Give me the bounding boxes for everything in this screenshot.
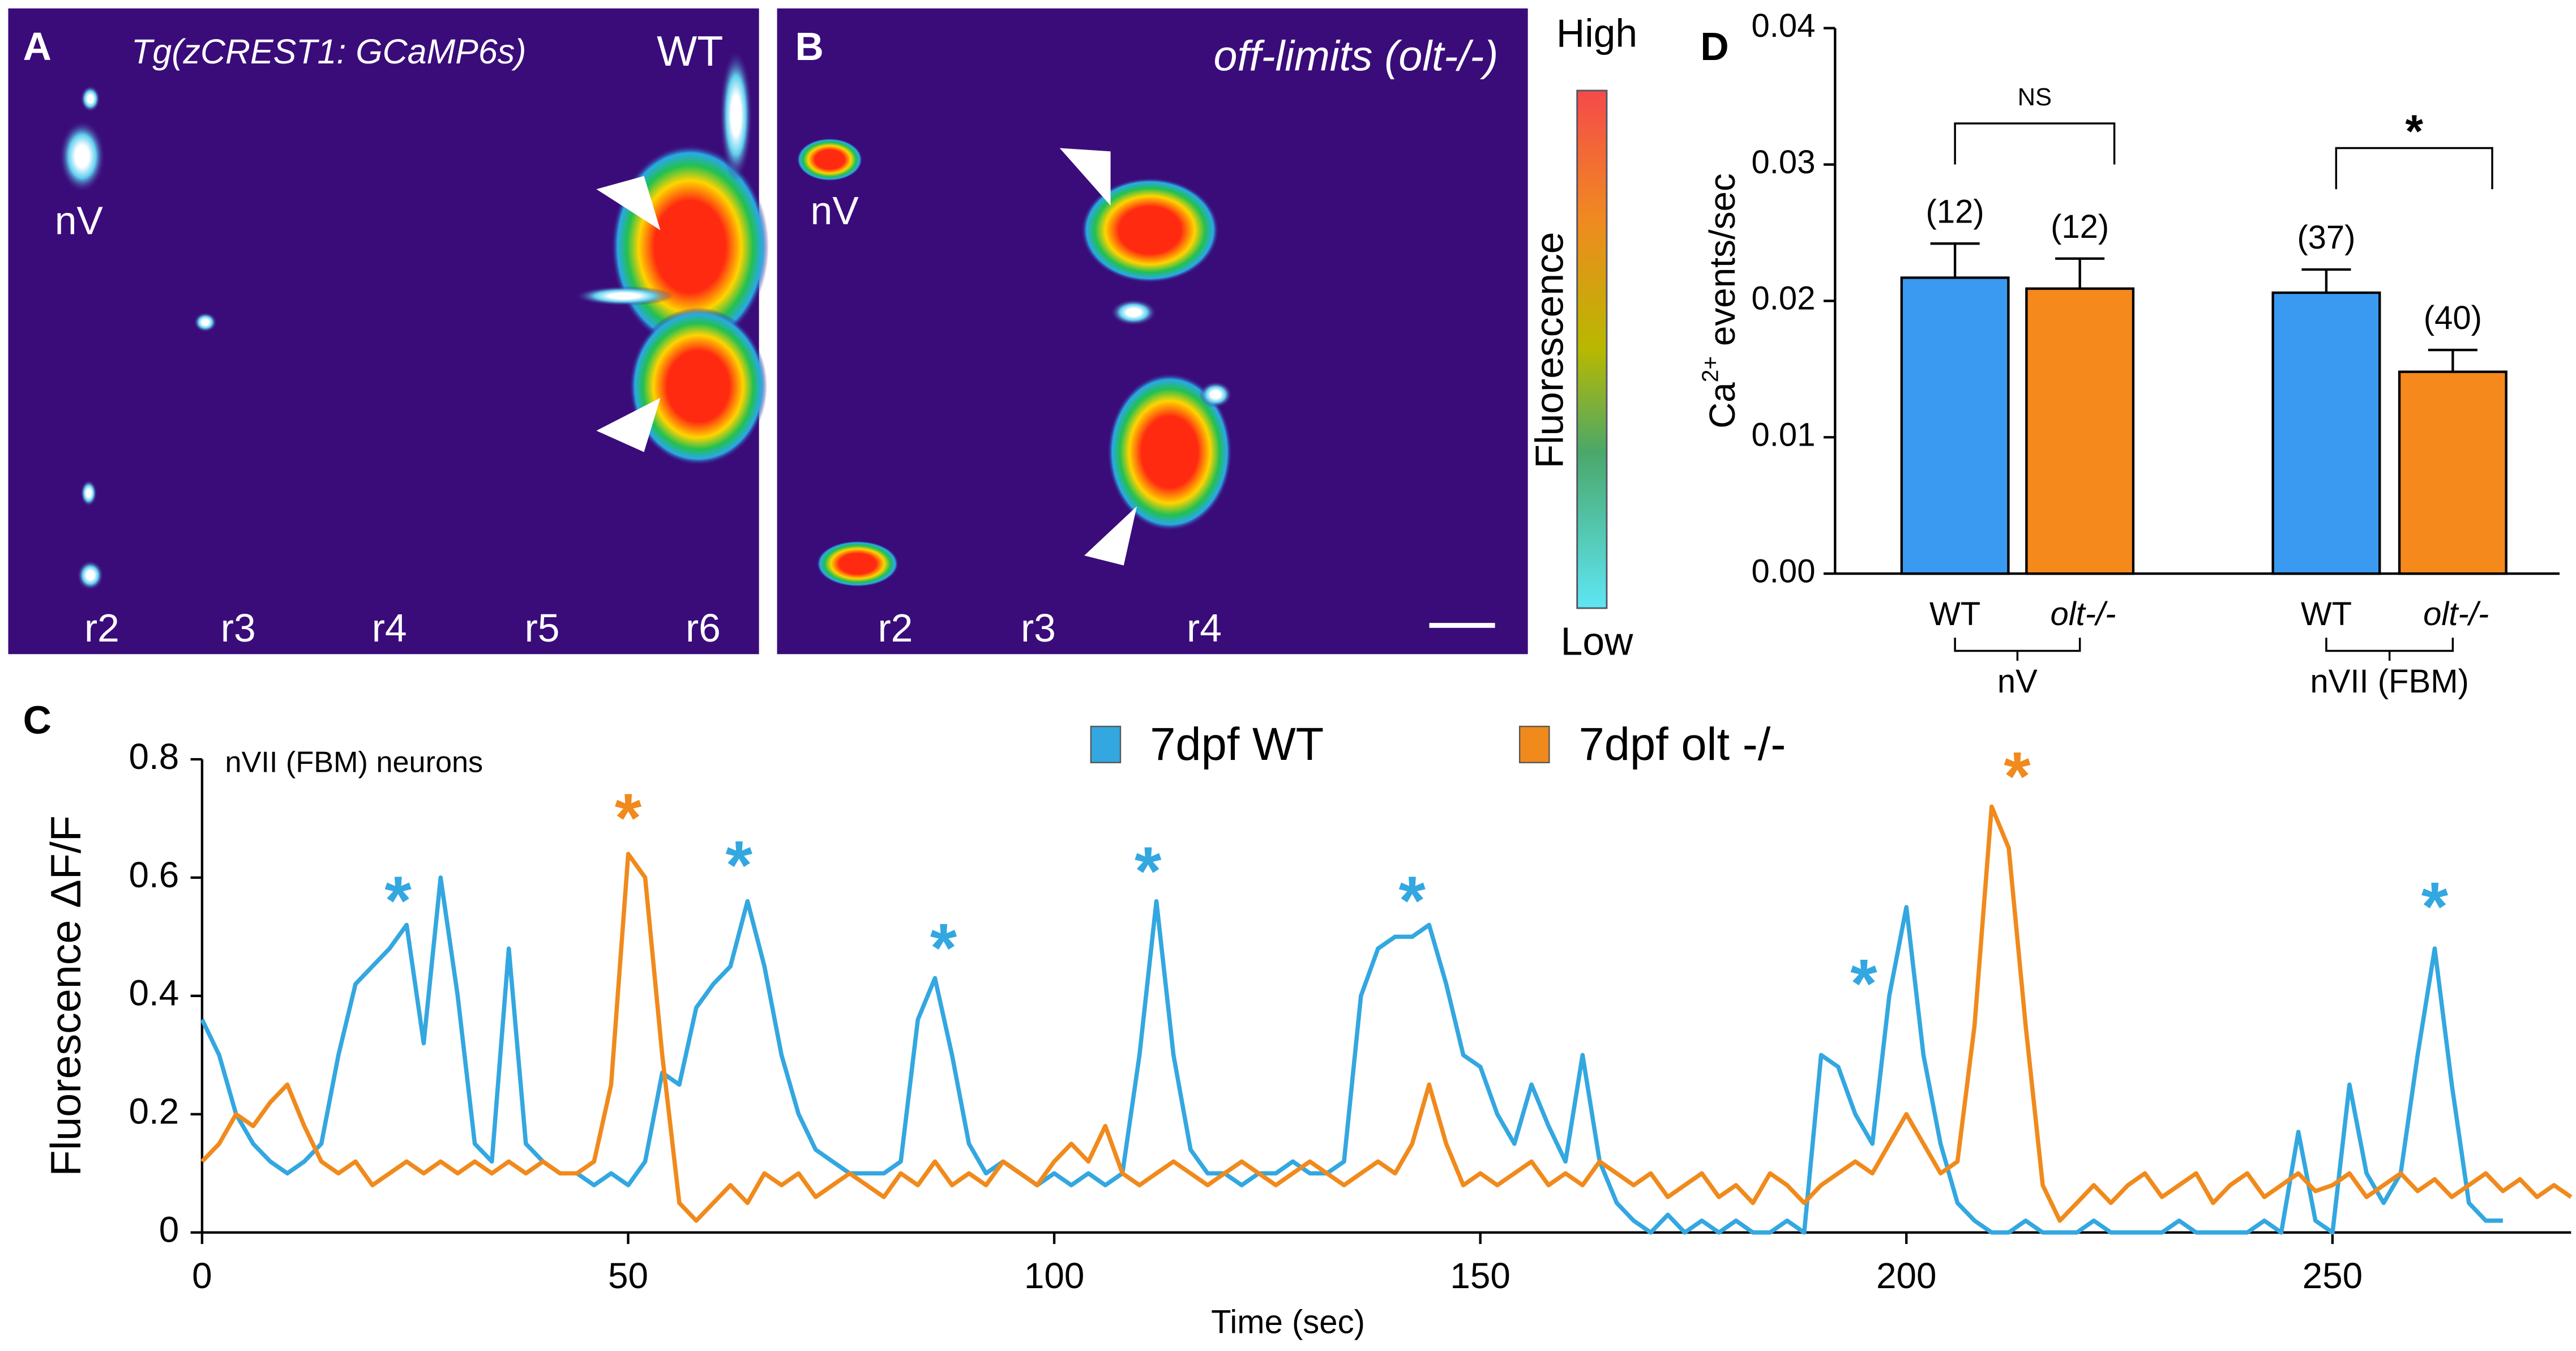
y-tick-label: 0.6 [129,854,179,895]
panel-label: C [23,698,52,742]
significance-bracket [1954,122,2116,165]
legend-swatch [1518,725,1550,763]
y-label-sup: 2+ [1697,356,1723,382]
y-tick-label: 0.02 [1752,280,1816,317]
panel-label: A [23,24,52,69]
y-tick-label: 0.03 [1752,144,1816,181]
chart-subtitle: nVII (FBM) neurons [225,746,483,779]
group-label: nV [1997,663,2038,700]
fluorescence-blobs-a [59,49,769,591]
bar [2025,287,2135,575]
panel-title: off-limits (olt-/-) [1214,32,1499,80]
fluorescence-blobs-b [797,138,1495,628]
n-label: (40) [2424,300,2482,336]
peak-asterisk: * [615,779,642,856]
group-bracket [2325,638,2454,661]
peak-asterisk: * [1850,944,1877,1021]
n-label: (12) [2051,208,2109,245]
image-panel-b [777,8,1528,655]
x-tick-label: 0 [192,1255,212,1296]
rhombomere-label: r2 [878,606,913,650]
rhombomere-label: r4 [372,606,407,650]
panel-label: D [1700,24,1728,69]
x-tick-label: 50 [608,1255,648,1296]
rhombomere-label: r4 [1187,606,1222,650]
peak-asterisk: * [2421,867,2449,944]
rhombomere-label: r5 [525,606,560,650]
significance-label: * [2405,106,2423,157]
x-tick-label: olt-/- [2423,596,2489,632]
y-label-rest: events/sec [1702,173,1743,356]
legend-label: 7dpf WT [1150,719,1324,770]
y-tick-label: 0.00 [1752,553,1816,589]
rhombomere-label: r6 [686,606,721,650]
panel-label: B [795,24,823,69]
bar [1900,276,2010,575]
x-tick-label: 150 [1450,1255,1510,1296]
y-axis-label: Ca2+ events/sec [1697,173,1742,429]
nucleus-label: nV [55,198,104,242]
y-label-base: Ca [1702,382,1743,429]
x-tick-label: WT [2301,596,2352,632]
bar [2398,370,2507,575]
x-tick-label: 100 [1024,1255,1085,1296]
peak-asterisk: * [1135,832,1162,909]
peak-asterisk: * [1399,862,1426,939]
peak-asterisk: * [930,909,957,986]
x-axis-label: Time (sec) [1211,1304,1365,1341]
colorbar-label: Fluorescence [1527,232,1572,468]
line-series [200,804,2573,1223]
x-tick-label: olt-/- [2050,596,2116,632]
rhombomere-label: r3 [1021,606,1056,650]
y-tick-label: 0.8 [129,736,179,777]
y-tick-label: 0 [159,1209,179,1250]
peak-asterisk: * [384,862,412,939]
peak-asterisk: * [725,826,752,903]
y-tick-label: 0.2 [129,1091,179,1132]
colorbar-high: High [1556,11,1637,55]
n-label: (12) [1926,193,1984,230]
x-tick-label: 250 [2303,1255,2363,1296]
genotype-label: WT [657,27,723,75]
x-tick-label: WT [1929,596,1980,632]
panel-title: Tg(zCREST1: GCaMP6s) [131,32,526,71]
rhombomere-label: r3 [221,606,256,650]
n-label: (37) [2297,219,2355,256]
rhombomere-label: r2 [84,606,119,650]
y-tick-label: 0.01 [1752,417,1816,454]
legend-label: 7dpf olt -/- [1579,719,1786,770]
legend-swatch [1090,725,1122,763]
group-bracket [1954,638,2081,661]
nucleus-label: nV [811,189,859,233]
colorbar-low: Low [1561,619,1633,663]
significance-label: NS [2018,84,2052,111]
x-tick-label: 200 [1876,1255,1937,1296]
y-tick-label: 0.4 [129,973,179,1014]
y-tick-label: 0.04 [1752,7,1816,44]
image-panel-a [8,8,759,655]
group-label: nVII (FBM) [2310,663,2468,700]
significance-bracket [2335,147,2493,190]
y-axis-label: Fluorescence ΔF/F [42,815,89,1176]
peak-asterisk: * [2004,738,2031,815]
colorbar [1576,89,1608,609]
line-series [200,875,2503,1235]
bar [2271,291,2381,575]
